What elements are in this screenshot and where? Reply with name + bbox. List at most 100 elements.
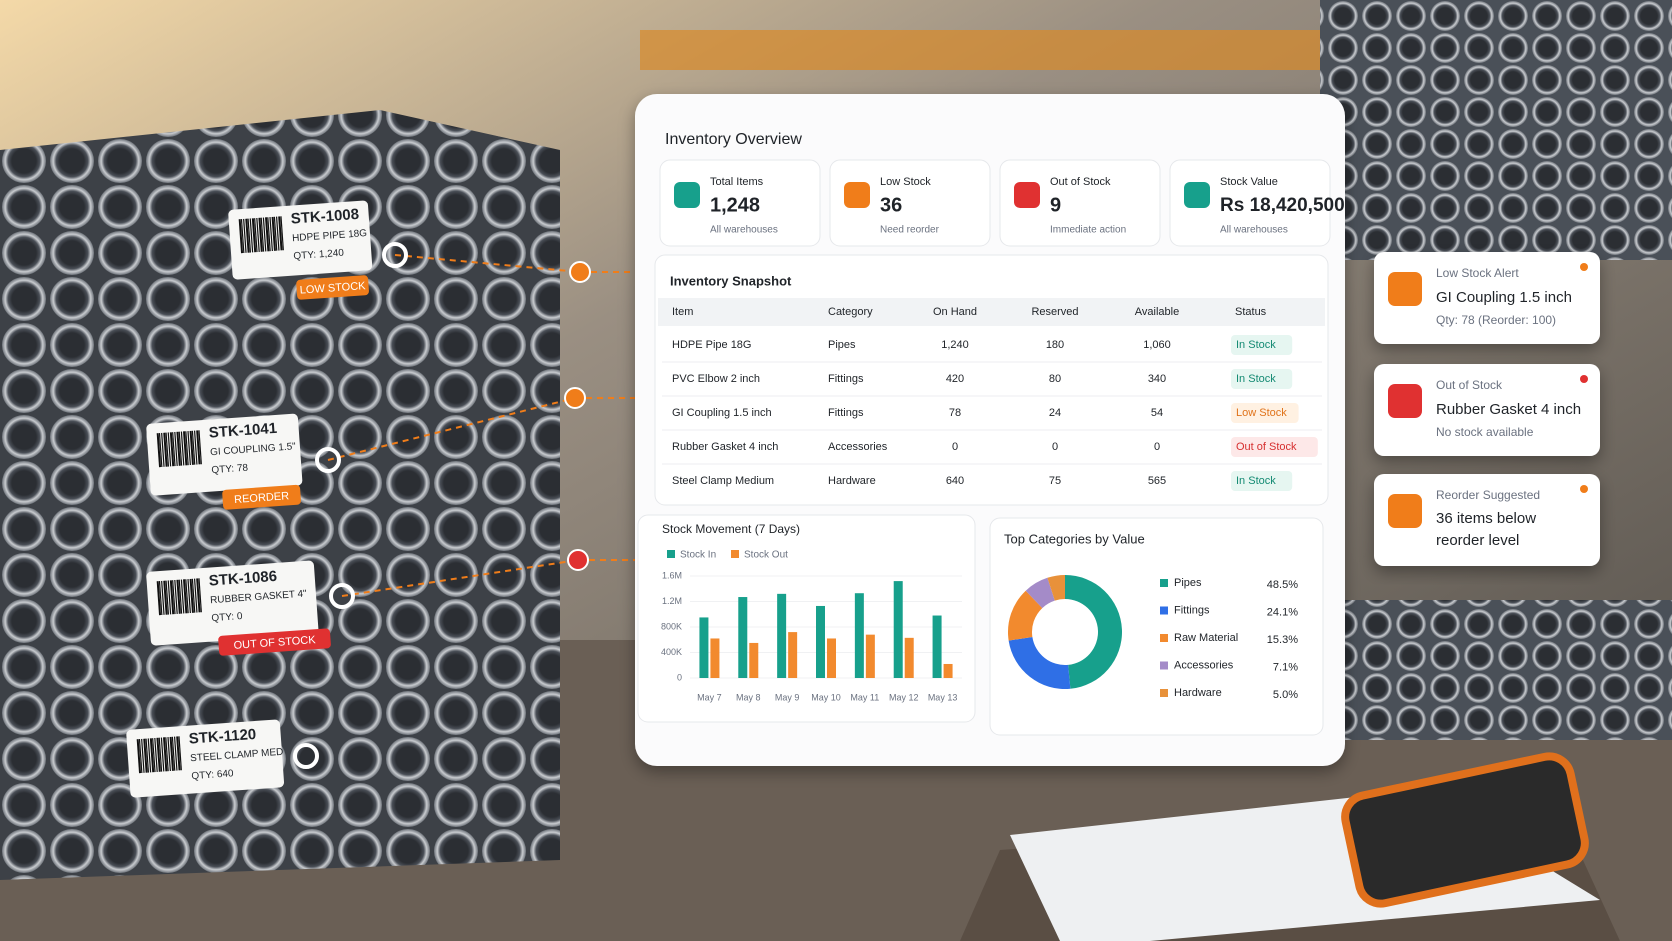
slice bbox=[1047, 575, 1065, 601]
x-tick-label: May 9 bbox=[775, 692, 800, 702]
column-header: Reserved bbox=[1031, 306, 1078, 318]
status: Out of Stock bbox=[1236, 441, 1297, 453]
barcode bbox=[173, 736, 178, 771]
barcode bbox=[238, 219, 244, 254]
barcode bbox=[243, 218, 247, 253]
barcode bbox=[273, 216, 278, 251]
tag-id: STK-1086 bbox=[208, 568, 277, 590]
connector bbox=[341, 559, 579, 597]
barcode bbox=[158, 737, 163, 772]
tag-status-pill bbox=[296, 275, 369, 300]
barcode bbox=[145, 738, 150, 773]
connector-dot bbox=[569, 261, 591, 283]
cell: Pipes bbox=[828, 339, 856, 351]
barcode bbox=[267, 217, 271, 252]
cell: 565 bbox=[1148, 475, 1166, 487]
barcode bbox=[167, 580, 172, 615]
x-tick-label: May 10 bbox=[811, 692, 841, 702]
status-pill bbox=[1231, 403, 1299, 423]
cell: 1,240 bbox=[941, 339, 969, 351]
table-header bbox=[658, 298, 1325, 326]
barcode bbox=[185, 431, 189, 466]
alert-detail: Qty: 78 (Reorder: 100) bbox=[1436, 313, 1556, 327]
tag-qty: QTY: 640 bbox=[191, 768, 234, 782]
column-header: Available bbox=[1135, 306, 1179, 318]
connector-dot bbox=[567, 549, 589, 571]
cell: GI Coupling 1.5 inch bbox=[672, 407, 772, 419]
status-pill bbox=[1231, 437, 1318, 457]
barcode bbox=[176, 579, 181, 614]
barcode bbox=[163, 432, 168, 467]
barcode bbox=[187, 431, 191, 466]
kpi-value: 1,248 bbox=[710, 194, 760, 216]
legend-swatch bbox=[1160, 579, 1168, 587]
barcode bbox=[193, 578, 198, 613]
card bbox=[999, 159, 1161, 247]
kpi-icon bbox=[1014, 182, 1040, 208]
alert-dot bbox=[1580, 375, 1588, 383]
alert-headline: GI Coupling 1.5 inch bbox=[1436, 289, 1572, 306]
barcode bbox=[256, 217, 260, 252]
status: In Stock bbox=[1236, 339, 1276, 351]
status: Low Stock bbox=[1236, 407, 1287, 419]
barcode bbox=[191, 578, 196, 613]
barcode bbox=[141, 738, 145, 773]
tag-id: STK-1120 bbox=[188, 726, 257, 748]
card bbox=[829, 159, 991, 247]
slice bbox=[1065, 575, 1122, 689]
barcode bbox=[156, 433, 162, 468]
bar bbox=[749, 642, 759, 678]
legend-label: Accessories bbox=[1174, 659, 1234, 671]
barcode bbox=[161, 580, 165, 615]
kpi-note: Need reorder bbox=[880, 225, 940, 236]
alert-card bbox=[1374, 252, 1600, 344]
cell: 340 bbox=[1148, 373, 1166, 385]
table-title: Inventory Snapshot bbox=[670, 273, 792, 288]
pipe-stack bbox=[1330, 600, 1672, 740]
y-tick-label: 1.2M bbox=[662, 596, 682, 606]
y-tick-label: 0 bbox=[677, 672, 682, 682]
card bbox=[989, 517, 1324, 736]
barcode bbox=[169, 736, 174, 771]
barcode bbox=[165, 737, 169, 772]
barcode bbox=[196, 578, 201, 613]
value-label: 5.0% bbox=[1273, 689, 1298, 701]
bar bbox=[904, 637, 914, 678]
alert-dot bbox=[1580, 263, 1588, 271]
barcode bbox=[160, 737, 165, 772]
barcode bbox=[271, 216, 276, 251]
y-tick-label: 1.6M bbox=[662, 570, 682, 580]
legend-swatch bbox=[1160, 689, 1168, 697]
barcode bbox=[172, 432, 176, 467]
column-header: On Hand bbox=[933, 306, 977, 318]
legend-label: Raw Material bbox=[1174, 632, 1238, 644]
barcode bbox=[191, 430, 196, 465]
cell: 54 bbox=[1151, 407, 1163, 419]
cell: 24 bbox=[1049, 407, 1061, 419]
tag-id: STK-1041 bbox=[208, 420, 277, 442]
barcode bbox=[156, 581, 162, 616]
cell: Rubber Gasket 4 inch bbox=[672, 441, 778, 453]
status: In Stock bbox=[1236, 475, 1276, 487]
pipe-marker bbox=[315, 447, 341, 473]
value-label: 24.1% bbox=[1267, 606, 1298, 618]
crane bbox=[640, 30, 1340, 70]
pipe-marker bbox=[293, 743, 319, 769]
legend-label: Hardware bbox=[1174, 687, 1222, 699]
barcode bbox=[158, 581, 163, 616]
tag-status-pill bbox=[222, 484, 301, 510]
barcode bbox=[143, 738, 148, 773]
alert-icon bbox=[1388, 384, 1422, 418]
barcode bbox=[174, 579, 178, 614]
chart-title: Top Categories by Value bbox=[1004, 531, 1145, 546]
cell: 1,060 bbox=[1143, 339, 1171, 351]
x-tick-label: May 11 bbox=[850, 692, 879, 702]
connector-dot bbox=[564, 387, 586, 409]
tag-status: LOW STOCK bbox=[299, 280, 366, 297]
legend-swatch bbox=[731, 550, 739, 558]
bar bbox=[854, 593, 864, 678]
value-label: 7.1% bbox=[1273, 661, 1298, 673]
barcode bbox=[152, 738, 156, 773]
alert-card bbox=[1374, 364, 1600, 456]
barcode bbox=[169, 580, 175, 615]
